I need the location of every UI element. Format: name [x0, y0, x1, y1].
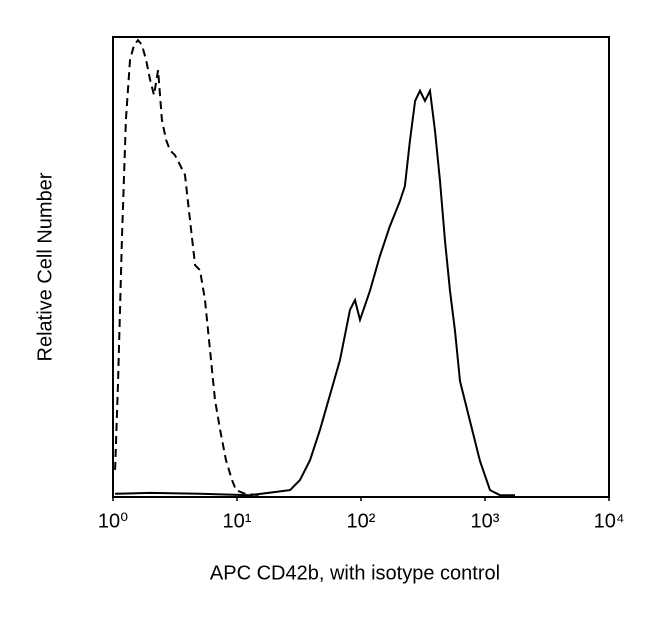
plot-frame [112, 36, 610, 498]
histogram-line [114, 38, 260, 497]
x-tick-label: 10⁴ [594, 510, 625, 532]
x-tick-label: 10³ [471, 510, 500, 532]
x-axis-label: APC CD42b, with isotype control [210, 562, 500, 584]
x-tick-label: 10⁰ [98, 510, 128, 532]
y-axis-label: Relative Cell Number [34, 172, 56, 361]
x-tick-label: 10¹ [223, 510, 252, 532]
histogram-line [115, 87, 515, 497]
x-tick-label: 10² [347, 510, 376, 532]
